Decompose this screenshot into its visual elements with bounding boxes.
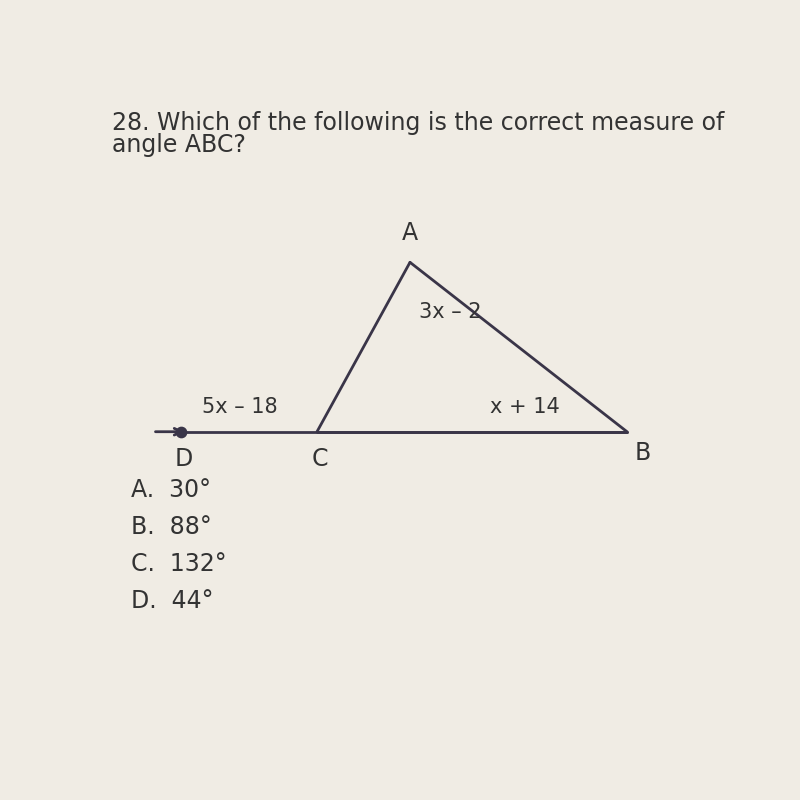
Text: C.  132°: C. 132° — [131, 552, 226, 576]
Text: D: D — [174, 447, 193, 471]
Text: angle ABC?: angle ABC? — [112, 133, 246, 157]
Text: x + 14: x + 14 — [490, 397, 559, 417]
Text: C: C — [312, 447, 328, 471]
Text: B: B — [634, 441, 650, 465]
Text: 5x – 18: 5x – 18 — [202, 397, 278, 417]
Text: A: A — [402, 221, 418, 245]
Text: D.  44°: D. 44° — [131, 589, 214, 613]
Text: 3x – 2: 3x – 2 — [419, 302, 482, 322]
Text: B.  88°: B. 88° — [131, 515, 212, 539]
Text: A.  30°: A. 30° — [131, 478, 211, 502]
Text: 28. Which of the following is the correct measure of: 28. Which of the following is the correc… — [112, 111, 725, 135]
Point — [174, 426, 187, 438]
